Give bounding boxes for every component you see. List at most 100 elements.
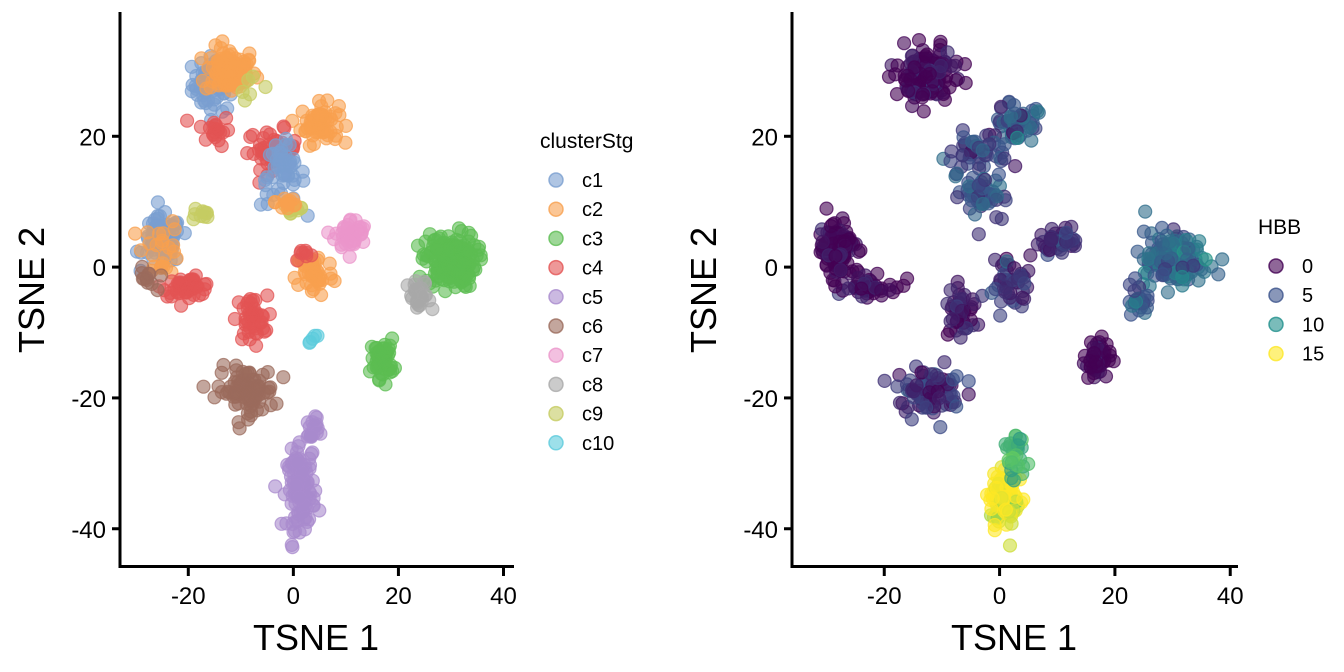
scatter-point: [997, 151, 1012, 166]
scatter-point: [304, 429, 319, 444]
scatter-point: [961, 387, 976, 402]
scatter-point: [195, 73, 210, 88]
scatter-point: [196, 379, 211, 394]
scatter-point: [313, 107, 328, 122]
scatter-point: [950, 190, 965, 205]
legend-key: [1268, 345, 1284, 362]
scatter-point: [1160, 285, 1176, 300]
scatter-point: [1006, 97, 1022, 113]
x-tick-label: 40: [490, 583, 517, 610]
scatter-point: [338, 236, 353, 251]
legend-key: [548, 405, 564, 422]
scatter-point: [955, 148, 970, 163]
scatter-point: [378, 354, 393, 369]
scatter-point: [268, 479, 283, 494]
legend-label: c8: [582, 374, 603, 396]
scatter-point: [292, 490, 307, 505]
scatter-point: [372, 343, 387, 358]
scatter-point: [899, 271, 915, 286]
scatter-point: [327, 273, 342, 289]
left-legend: clusterStg c1 c2 c3 c4 c5 c6 c7 c8 c9 c10: [540, 130, 633, 455]
scatter-point: [425, 302, 440, 317]
scatter-point: [290, 455, 305, 470]
scatter-point: [997, 137, 1012, 152]
scatter-point: [152, 226, 167, 241]
scatter-point: [987, 523, 1002, 538]
right-legend-title: HBB: [1258, 216, 1301, 239]
legend-label: 10: [1302, 314, 1324, 336]
right-x-axis-title: TSNE 1: [951, 617, 1077, 658]
scatter-point: [904, 98, 920, 114]
scatter-point: [197, 93, 212, 108]
scatter-point: [451, 263, 466, 278]
scatter-point: [922, 66, 937, 82]
scatter-point: [1002, 538, 1018, 553]
scatter-point: [304, 248, 319, 263]
x-tick-label: 20: [385, 583, 412, 610]
scatter-point: [933, 420, 948, 435]
right-legend: HBB 0 5 10 15: [1258, 216, 1324, 366]
scatter-point: [945, 311, 960, 327]
scatter-point: [1154, 220, 1170, 235]
scatter-point: [1191, 273, 1206, 288]
scatter-point: [828, 249, 843, 264]
scatter-point: [904, 412, 919, 427]
scatter-point: [998, 502, 1014, 517]
scatter-point: [975, 143, 990, 158]
scatter-point: [882, 282, 897, 298]
scatter-point: [277, 487, 292, 502]
scatter-point: [150, 195, 165, 210]
x-tick-label: 20: [1102, 583, 1129, 610]
scatter-point: [245, 69, 260, 84]
scatter-point: [141, 266, 156, 281]
scatter-point: [1175, 269, 1190, 285]
scatter-point: [1198, 252, 1213, 267]
scatter-point: [890, 379, 905, 394]
scatter-point: [907, 60, 922, 75]
left-panel: -40 -20 0 20 -20 0 20 40 TSNE 1 TSNE 2 cluster…: [11, 12, 633, 658]
scatter-point: [1140, 288, 1155, 303]
scatter-point: [221, 78, 236, 93]
right-y-ticks: -40 -20 0 20: [743, 124, 792, 544]
legend-key: [548, 289, 564, 305]
scatter-point: [953, 330, 968, 345]
scatter-point: [1023, 248, 1038, 263]
scatter-point: [288, 478, 303, 493]
scatter-point: [961, 374, 976, 389]
scatter-point: [877, 373, 892, 388]
scatter-point: [890, 58, 905, 73]
scatter-point: [940, 296, 955, 311]
scatter-point: [949, 399, 964, 414]
scatter-point: [967, 207, 983, 222]
scatter-point: [291, 277, 306, 292]
legend-key: [548, 376, 564, 393]
scatter-point: [949, 166, 965, 181]
scatter-point: [909, 378, 924, 393]
scatter-point: [308, 409, 323, 424]
left-y-axis-title: TSNE 2: [11, 227, 52, 353]
x-tick-label: -20: [867, 583, 902, 610]
scatter-point: [823, 219, 839, 234]
scatter-point: [1021, 456, 1036, 472]
legend-label: c10: [582, 433, 614, 455]
y-tick-label: 0: [765, 255, 778, 282]
scatter-point: [1030, 104, 1045, 119]
scatter-point: [1141, 246, 1157, 261]
legend-label: c3: [582, 228, 603, 250]
left-legend-entries: c1 c2 c3 c4 c5 c6 c7 c8 c9 c10: [548, 170, 614, 455]
scatter-point: [994, 211, 1009, 227]
right-panel: -40 -20 0 20 -20 0 20 40 TSNE 1 TSNE 2 HBB 0 5 1…: [683, 12, 1324, 658]
y-tick-label: -40: [71, 517, 106, 544]
scatter-point: [260, 288, 275, 303]
scatter-point: [461, 244, 476, 259]
scatter-point: [342, 249, 357, 264]
legend-label: c4: [582, 258, 603, 280]
scatter-point: [945, 372, 961, 387]
legend-label: c7: [582, 345, 603, 367]
right-scatter-points: [813, 32, 1230, 553]
scatter-point: [248, 389, 263, 404]
scatter-point: [911, 32, 927, 48]
scatter-point: [841, 281, 856, 296]
scatter-point: [195, 204, 210, 219]
scatter-point: [915, 395, 930, 411]
